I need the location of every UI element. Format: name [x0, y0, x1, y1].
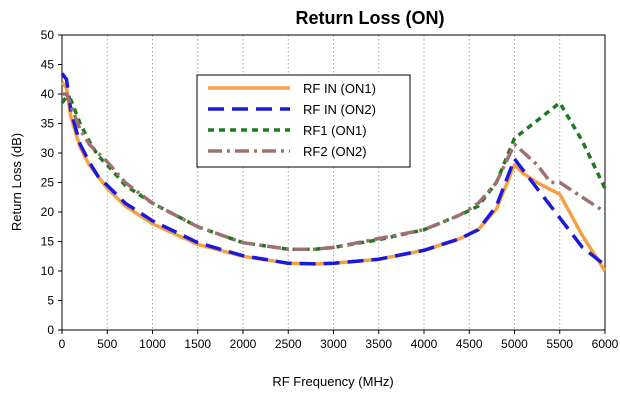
x-tick-label: 0 [59, 337, 66, 351]
y-tick-label: 0 [47, 323, 54, 337]
y-tick-label: 25 [41, 176, 55, 190]
x-axis-label: RF Frequency (MHz) [272, 374, 393, 389]
y-tick-label: 35 [41, 117, 55, 131]
x-tick-label: 2000 [230, 337, 257, 351]
x-tick-label: 1000 [139, 337, 166, 351]
chart-title: Return Loss (ON) [295, 8, 444, 28]
x-axis-ticks: 0 500 1000 1500 2000 2500 3000 3500 4000 4500 5000… [59, 330, 619, 351]
series-lines [60, 72, 607, 272]
x-tick-label: 5500 [546, 337, 573, 351]
y-tick-label: 45 [41, 58, 55, 72]
x-tick-label: 500 [97, 337, 117, 351]
y-tick-label: 20 [41, 205, 55, 219]
series-line-4 [62, 92, 606, 251]
x-tick-label: 6000 [592, 337, 619, 351]
x-tick-label: 2500 [275, 337, 302, 351]
legend: RF IN (ON1) RF IN (ON2) RF1 (ON1) RF2 (ON2) [196, 74, 411, 168]
legend-label-2: RF IN (ON2) [303, 102, 376, 117]
legend-label-1: RF IN (ON1) [303, 81, 376, 96]
legend-label-4: RF2 (ON2) [303, 144, 367, 159]
x-tick-label: 1500 [184, 337, 211, 351]
y-tick-label: 40 [41, 87, 55, 101]
legend-box [196, 74, 411, 168]
legend-label-3: RF1 (ON1) [303, 123, 367, 138]
series-line-2 [60, 72, 607, 267]
y-tick-label: 30 [41, 146, 55, 160]
x-tick-label: 3000 [320, 337, 347, 351]
x-tick-label: 4000 [411, 337, 438, 351]
y-axis-label: Return Loss (dB) [9, 133, 24, 231]
y-tick-label: 10 [41, 264, 55, 278]
x-tick-label: 3500 [365, 337, 392, 351]
y-tick-label: 5 [47, 294, 54, 308]
y-tick-label: 50 [41, 28, 55, 42]
x-tick-label: 4500 [456, 337, 483, 351]
y-tick-label: 15 [41, 235, 55, 249]
y-axis-ticks: 0 5 10 15 20 25 30 35 40 45 50 [41, 28, 62, 337]
x-tick-label: 5000 [501, 337, 528, 351]
